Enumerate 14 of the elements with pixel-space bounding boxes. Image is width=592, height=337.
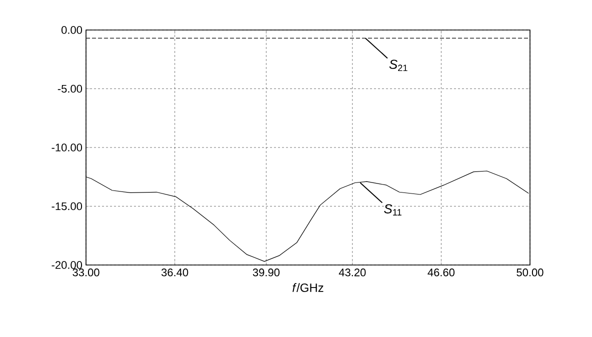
x-tick-label: 46.60	[428, 268, 455, 276]
x-tick-label: 43.20	[338, 268, 366, 276]
x-tick-label: 36.40	[161, 268, 188, 276]
x-tick-label: 39.90	[252, 268, 280, 276]
x-axis-title: f/GHz	[292, 283, 324, 292]
x-tick-label: 33.00	[72, 268, 100, 276]
y-tick-label: -20.00	[52, 261, 82, 269]
annotation: S$_{21}$	[389, 60, 408, 72]
x-tick-label: 50.00	[516, 268, 544, 276]
y-tick-label: -10.00	[52, 144, 82, 152]
annotation: S$_{11}$	[384, 204, 402, 216]
y-tick-label: -5.00	[58, 84, 82, 93]
y-tick-label: 0.00	[61, 26, 82, 34]
y-tick-label: -15.00	[52, 202, 82, 210]
